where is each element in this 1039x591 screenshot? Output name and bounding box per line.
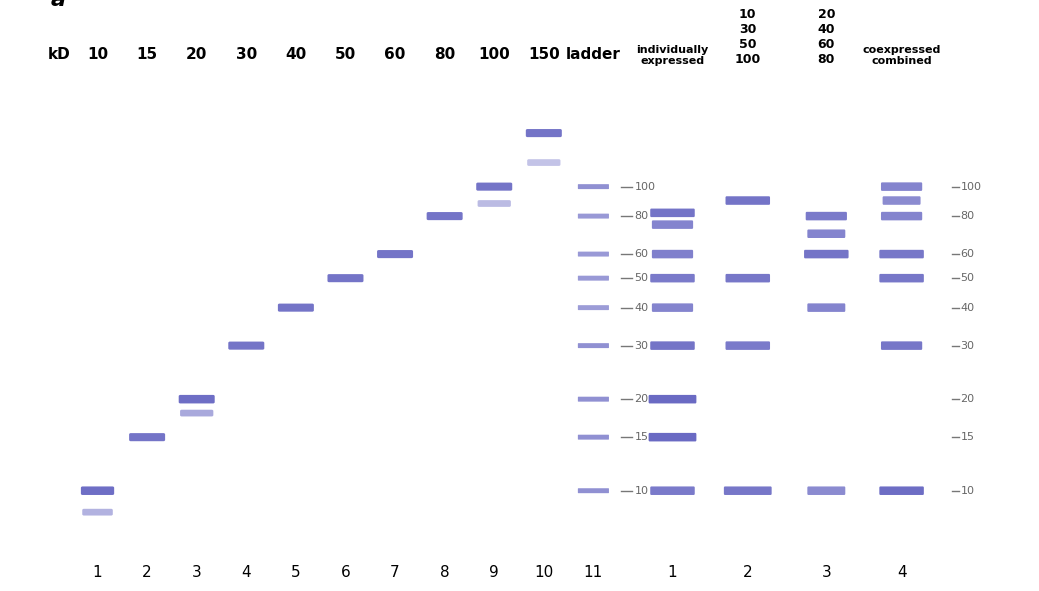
Text: 50: 50 [960,273,975,283]
Text: 10: 10 [534,565,554,580]
FancyBboxPatch shape [578,488,609,493]
FancyBboxPatch shape [478,200,511,207]
Text: 80: 80 [960,211,975,221]
Text: 8: 8 [439,565,450,580]
Text: 6: 6 [341,565,350,580]
FancyBboxPatch shape [578,184,609,189]
FancyBboxPatch shape [377,250,414,258]
FancyBboxPatch shape [578,397,609,402]
Text: 40: 40 [635,303,648,313]
Text: 10: 10 [635,486,648,496]
Text: 3: 3 [192,565,202,580]
FancyBboxPatch shape [879,486,924,495]
FancyBboxPatch shape [807,229,846,238]
FancyBboxPatch shape [650,486,695,495]
FancyBboxPatch shape [882,196,921,205]
FancyBboxPatch shape [651,220,693,229]
Text: 150: 150 [528,47,560,61]
Text: 30: 30 [960,340,975,350]
Text: 3: 3 [822,565,831,580]
FancyBboxPatch shape [527,159,560,166]
FancyBboxPatch shape [881,212,923,220]
FancyBboxPatch shape [229,342,264,350]
FancyBboxPatch shape [578,275,609,281]
FancyBboxPatch shape [81,486,114,495]
FancyBboxPatch shape [651,250,693,258]
Text: 20
40
60
80: 20 40 60 80 [818,8,835,66]
FancyBboxPatch shape [804,250,849,258]
FancyBboxPatch shape [807,303,846,312]
FancyBboxPatch shape [82,509,113,515]
FancyBboxPatch shape [427,212,462,220]
Text: 30: 30 [635,340,648,350]
Text: 9: 9 [489,565,499,580]
FancyBboxPatch shape [650,342,695,350]
Text: 40: 40 [960,303,975,313]
Text: individually
expressed: individually expressed [636,44,709,66]
Text: 10
30
50
100: 10 30 50 100 [735,8,761,66]
Text: 60: 60 [960,249,975,259]
Text: 30: 30 [236,47,257,61]
Text: 7: 7 [391,565,400,580]
FancyBboxPatch shape [578,213,609,219]
FancyBboxPatch shape [724,486,772,495]
FancyBboxPatch shape [650,209,695,217]
FancyBboxPatch shape [180,410,213,417]
FancyBboxPatch shape [129,433,165,441]
Text: 2: 2 [142,565,152,580]
FancyBboxPatch shape [879,274,924,282]
FancyBboxPatch shape [879,250,924,258]
Text: 100: 100 [635,181,656,191]
Text: kD: kD [48,47,71,61]
Text: 60: 60 [384,47,406,61]
FancyBboxPatch shape [578,435,609,440]
Text: 80: 80 [434,47,455,61]
FancyBboxPatch shape [881,183,923,191]
Text: 20: 20 [960,394,975,404]
Text: 4: 4 [897,565,906,580]
FancyBboxPatch shape [578,343,609,348]
Text: 15: 15 [635,432,648,442]
FancyBboxPatch shape [327,274,364,282]
FancyBboxPatch shape [578,252,609,256]
FancyBboxPatch shape [725,196,770,205]
Text: 5: 5 [291,565,300,580]
Text: 11: 11 [584,565,603,580]
Text: 60: 60 [635,249,648,259]
Text: 20: 20 [635,394,648,404]
Text: ladder: ladder [566,47,621,61]
Text: 10: 10 [960,486,975,496]
Text: 15: 15 [960,432,975,442]
Text: 1: 1 [668,565,677,580]
Text: 4: 4 [241,565,251,580]
FancyBboxPatch shape [179,395,215,404]
Text: 50: 50 [635,273,648,283]
Text: coexpressed
combined: coexpressed combined [862,44,940,66]
FancyBboxPatch shape [526,129,562,137]
FancyBboxPatch shape [725,274,770,282]
FancyBboxPatch shape [277,304,314,311]
FancyBboxPatch shape [578,305,609,310]
FancyBboxPatch shape [648,395,696,404]
FancyBboxPatch shape [648,433,696,441]
Text: 2: 2 [743,565,752,580]
Text: 100: 100 [960,181,982,191]
Text: 15: 15 [136,47,158,61]
FancyBboxPatch shape [650,274,695,282]
FancyBboxPatch shape [651,303,693,312]
FancyBboxPatch shape [805,212,847,220]
FancyBboxPatch shape [476,183,512,191]
Text: a: a [51,0,65,10]
FancyBboxPatch shape [881,342,923,350]
Text: 10: 10 [87,47,108,61]
Text: 50: 50 [335,47,356,61]
Text: 100: 100 [478,47,510,61]
Text: 80: 80 [635,211,648,221]
Text: 20: 20 [186,47,208,61]
FancyBboxPatch shape [725,342,770,350]
Text: 1: 1 [92,565,102,580]
FancyBboxPatch shape [807,486,846,495]
Text: 40: 40 [286,47,307,61]
